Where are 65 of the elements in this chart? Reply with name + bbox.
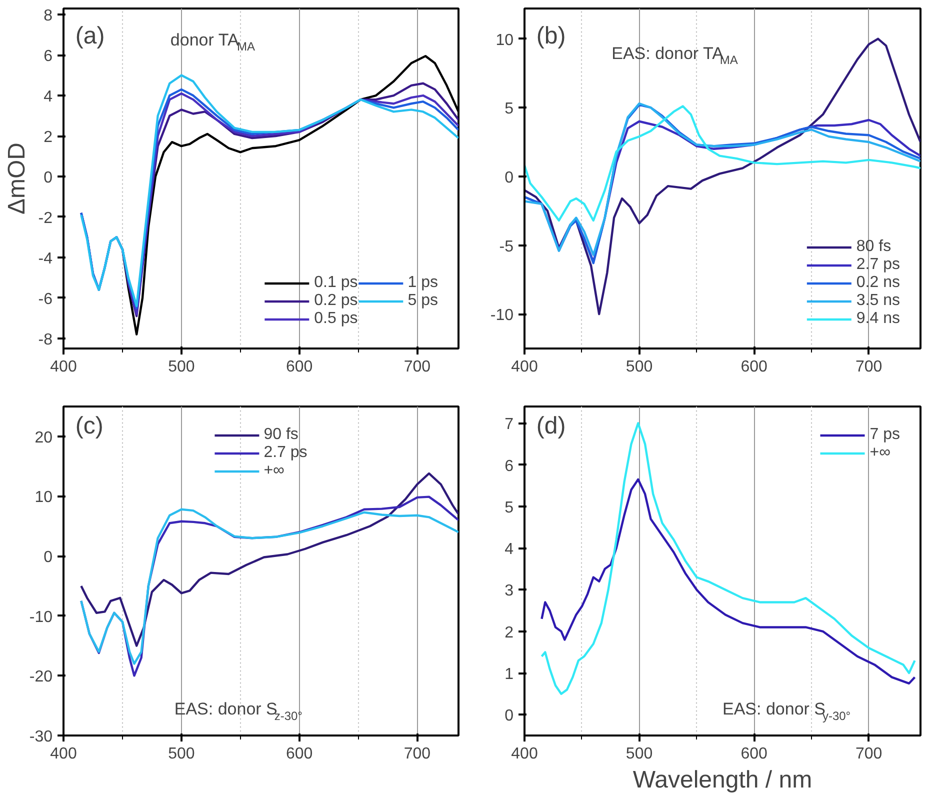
x-tick-label: 600 [286,746,313,762]
annotation: (d) [536,412,566,440]
y-tick-label: 6 [44,48,53,66]
x-tick-label: 500 [626,746,653,762]
y-tick-label: 10 [34,489,53,506]
y-axis-title: ΔmOD [3,142,30,215]
x-tick-label: 400 [511,358,538,376]
x-axis-title: Wavelength / nm [632,766,812,794]
annotation: (c) [75,412,104,440]
x-tick-label: 400 [511,746,538,762]
x-tick-label: 600 [286,358,313,376]
x-tick-label: 500 [168,358,195,376]
legend-label: 90 fs [264,426,298,444]
y-tick-label: 1 [504,666,514,684]
y-tick-label: 4 [44,88,53,106]
legend-label: 2.7 ps [856,256,900,274]
y-tick-label: -20 [29,668,53,686]
annotation: (b) [536,22,566,50]
x-tick-label: 500 [626,358,653,376]
y-tick-label: -2 [38,210,53,227]
y-tick-label: 5 [504,100,514,118]
y-tick-label: 0 [504,169,514,186]
y-tick-label: 7 [504,416,514,434]
x-tick-label: 700 [856,358,882,376]
y-tick-label: -8 [38,331,53,348]
y-tick-label: 0 [504,708,514,725]
y-tick-label: 5 [504,499,514,516]
y-tick-label: 2 [504,624,514,642]
y-tick-label: -10 [29,608,53,626]
y-tick-label: -10 [490,307,514,324]
y-tick-label: 8 [44,8,53,25]
y-tick-label: 10 [496,32,514,49]
legend-label: 2.7 ps [264,444,308,462]
legend-label: 0.2 ps [314,292,358,310]
y-tick-label: -30 [29,728,53,746]
x-tick-label: 500 [168,746,195,762]
x-tick-label: 400 [50,358,77,376]
legend-label: 1 ps [408,274,438,292]
y-tick-label: -6 [38,290,53,308]
x-tick-label: 600 [740,358,768,376]
legend-label: 0.1 ps [314,274,358,292]
y-tick-label: 2 [44,129,53,146]
y-tick-label: 4 [504,541,514,558]
y-tick-label: 0 [44,549,53,566]
y-tick-label: 3 [504,582,514,600]
legend-label: +∞ [264,462,284,480]
x-tick-label: 700 [404,358,431,376]
legend-label: 3.5 ns [856,292,900,310]
legend-label: 7 ps [870,426,900,444]
legend-label: 9.4 ns [856,310,900,328]
legend-label: +∞ [870,444,890,462]
x-tick-label: 600 [740,746,768,762]
y-tick-label: -5 [499,238,514,256]
legend-label: 5 ps [408,292,438,310]
y-tick-label: -4 [38,250,53,268]
legend-label: 0.5 ps [314,310,358,328]
legend-label: 0.2 ns [856,274,900,292]
annotation: (a) [75,22,105,50]
y-tick-label: 6 [504,458,514,475]
x-tick-label: 700 [404,746,431,762]
x-tick-label: 700 [856,746,882,762]
y-tick-label: 20 [34,429,53,446]
x-tick-label: 400 [50,746,77,762]
legend-label: 80 fs [856,238,892,256]
y-tick-label: 0 [44,169,53,186]
